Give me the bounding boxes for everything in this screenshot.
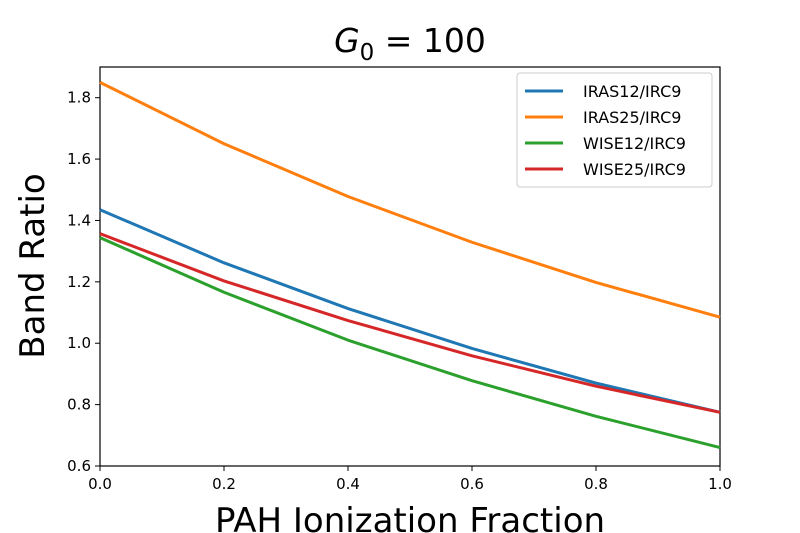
x-tick-label: 0.0 [88, 475, 112, 493]
series-line-wise25-irc9 [99, 232, 721, 414]
y-tick-label: 1.8 [67, 89, 91, 107]
x-axis-label: PAH Ionization Fraction [215, 501, 605, 533]
chart-title: G0 = 100 [334, 21, 486, 66]
series-layer [99, 81, 721, 450]
title-symbol: G [334, 21, 360, 60]
y-tick-label: 0.8 [67, 396, 91, 414]
legend: IRAS12/IRC9 IRAS25/IRC9 WISE12/IRC9 WISE25/… [516, 72, 713, 188]
y-tick-label: 1.2 [67, 273, 91, 291]
y-tick-label: 1.6 [67, 150, 91, 168]
title-value: = 100 [374, 21, 486, 60]
legend-label-iras25-irc9: IRAS25/IRC9 [583, 108, 681, 127]
legend-label-wise12-irc9: WISE12/IRC9 [583, 134, 686, 153]
y-axis-label: Band Ratio [13, 173, 53, 358]
x-tick-label: 0.6 [460, 475, 484, 493]
series-line-iras25-irc9 [99, 81, 721, 319]
plot-frame [99, 66, 721, 467]
x-tick-label: 0.2 [212, 475, 236, 493]
y-tick-label: 0.6 [67, 457, 91, 475]
series-line-iras12-irc9 [99, 208, 721, 414]
y-axis: 0.6 0.8 1.0 1.2 1.4 1.6 1.8 [67, 89, 100, 475]
x-tick-label: 0.4 [336, 475, 360, 493]
x-axis: 0.0 0.2 0.4 0.6 0.8 1.0 [88, 466, 732, 493]
title-subscript: 0 [360, 40, 375, 66]
series-line-wise12-irc9 [99, 236, 721, 450]
legend-box [516, 72, 713, 188]
y-tick-label: 1.0 [67, 334, 91, 352]
y-tick-label: 1.4 [67, 211, 91, 229]
x-tick-label: 1.0 [708, 475, 732, 493]
legend-label-iras12-irc9: IRAS12/IRC9 [583, 82, 681, 101]
legend-label-wise25-irc9: WISE25/IRC9 [583, 160, 686, 179]
x-tick-label: 0.8 [584, 475, 608, 493]
